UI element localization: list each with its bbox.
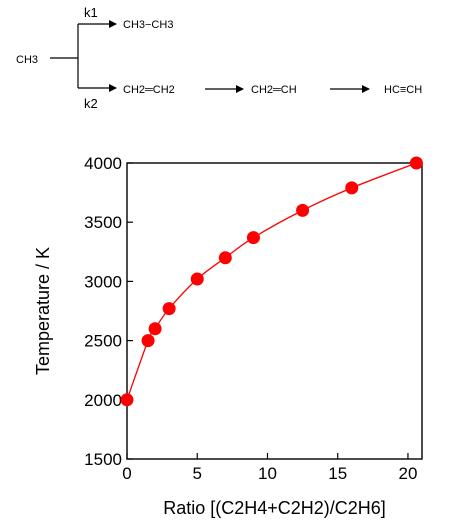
y-axis-label: Temperature / K	[33, 247, 53, 375]
x-tick-label: 15	[328, 464, 347, 483]
data-point	[218, 251, 232, 265]
data-point	[141, 334, 155, 348]
x-tick-label: 5	[193, 464, 202, 483]
y-tick-label: 1500	[84, 450, 122, 469]
temperature-vs-ratio-chart: 0 5 10 15 20 1500 2000 2500 3000 3500 4000 Ratio […	[33, 154, 423, 518]
x-tick-label: 10	[258, 464, 277, 483]
data-point	[148, 322, 162, 336]
axis-ticks: 0 5 10 15 20 1500 2000 2500 3000 3500 4000	[84, 154, 417, 483]
y-tick-label: 2500	[84, 332, 122, 351]
data-point	[162, 302, 176, 316]
x-tick-label: 20	[398, 464, 417, 483]
step-vinyl: CH2═CH	[251, 84, 297, 96]
data-point	[409, 156, 423, 170]
step-ethylene: CH2═CH2	[123, 84, 175, 96]
step-acetylene: HC≡CH	[384, 84, 422, 96]
data-point	[190, 272, 204, 286]
data-point	[296, 203, 310, 217]
rate-constant-k2: k2	[84, 96, 98, 111]
x-axis-label: Ratio [(C2H4+C2H2)/C2H6]	[163, 498, 386, 518]
data-point	[120, 393, 134, 407]
reactant-methyl: CH3	[16, 54, 38, 66]
y-tick-label: 3500	[84, 213, 122, 232]
data-point	[246, 231, 260, 245]
y-tick-label: 2000	[84, 391, 122, 410]
y-tick-label: 3000	[84, 272, 122, 291]
x-tick-label: 0	[122, 464, 131, 483]
plot-frame	[126, 162, 423, 460]
data-points	[120, 156, 423, 407]
y-tick-label: 4000	[84, 154, 122, 173]
data-point	[345, 181, 359, 195]
reaction-scheme: CH3 k1 k2 CH3−CH3 CH2═CH2 CH2═CH HC≡CH	[16, 5, 422, 111]
fit-curve	[126, 162, 417, 401]
rate-constant-k1: k1	[84, 5, 98, 20]
product-ethane: CH3−CH3	[123, 19, 173, 31]
